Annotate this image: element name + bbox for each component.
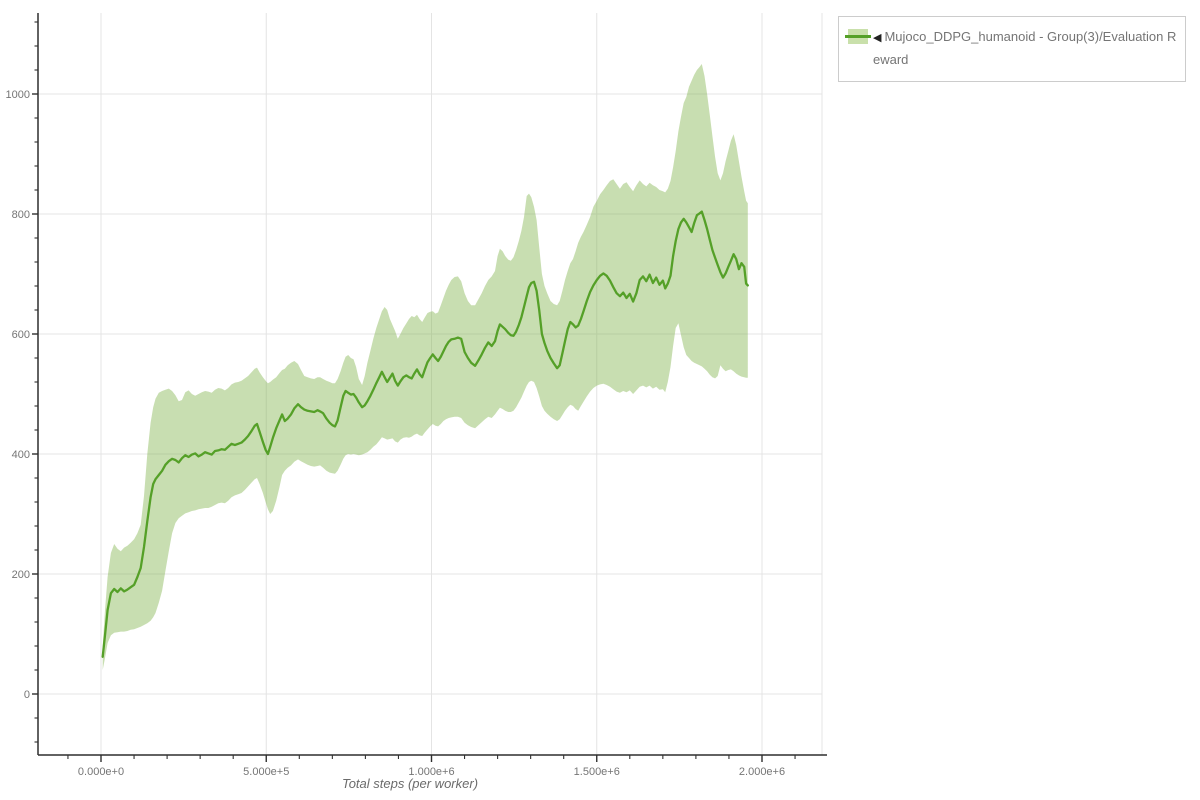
series-swatch-line-icon [845, 35, 871, 38]
mean-reward-line [101, 210, 749, 658]
legend-label-text: Mujoco_DDPG_humanoid - Group(3)/Evaluati… [873, 29, 1177, 67]
axis-tick-labels: 0 200 400 600 800 1000 0.000e+0 5.000e+5 1.000e+… [6, 89, 786, 778]
svg-text:400: 400 [12, 449, 30, 461]
x-axis-title: Total steps (per worker) [341, 776, 479, 791]
gridlines [38, 13, 823, 755]
series-swatch-icon [845, 29, 871, 44]
legend-item[interactable]: ◀ Mujoco_DDPG_humanoid - Group(3)/Evaluat… [845, 26, 1179, 70]
svg-text:600: 600 [12, 329, 30, 341]
legend: ◀ Mujoco_DDPG_humanoid - Group(3)/Evaluat… [838, 16, 1186, 82]
svg-text:1.000e+6: 1.000e+6 [408, 766, 454, 778]
svg-text:0: 0 [24, 689, 30, 701]
svg-text:800: 800 [12, 209, 30, 221]
svg-text:200: 200 [12, 569, 30, 581]
svg-text:2.000e+6: 2.000e+6 [739, 766, 785, 778]
svg-text:0.000e+0: 0.000e+0 [78, 766, 124, 778]
axis-ticks [32, 21, 796, 762]
svg-text:1000: 1000 [6, 89, 30, 101]
svg-text:5.000e+5: 5.000e+5 [243, 766, 289, 778]
legend-label: ◀ Mujoco_DDPG_humanoid - Group(3)/Evaluat… [873, 26, 1179, 70]
svg-text:1.500e+6: 1.500e+6 [574, 766, 620, 778]
collapse-arrow-icon[interactable]: ◀ [873, 32, 882, 44]
